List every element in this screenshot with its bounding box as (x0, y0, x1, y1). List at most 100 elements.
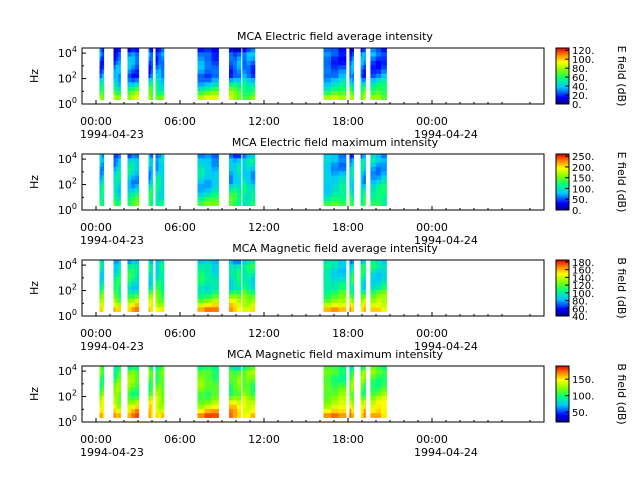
spectrogram-cell (161, 387, 165, 393)
spectrogram-cell (362, 73, 365, 79)
spectrogram-cell (338, 65, 347, 70)
spectrogram-cell (131, 387, 136, 393)
spectrogram-cell (250, 268, 256, 274)
spectrogram-cell (236, 175, 242, 181)
spectrogram-cell (352, 281, 354, 287)
x-tick-label: 00:00 (416, 433, 448, 446)
spectrogram-cell (118, 285, 121, 291)
spectrogram-cell (131, 188, 136, 194)
spectrogram-cell (149, 281, 152, 287)
spectrogram-cell (349, 184, 352, 189)
spectrogram-cell (151, 396, 154, 401)
spectrogram-cell (211, 294, 219, 300)
spectrogram-cell (360, 264, 363, 269)
spectrogram-cell (352, 302, 354, 308)
spectrogram-cell (118, 400, 121, 406)
spectrogram-cell (330, 65, 339, 70)
spectrogram-cell (211, 366, 219, 371)
spectrogram-cell (362, 260, 365, 265)
spectrogram-cell (370, 391, 377, 397)
spectrogram-cell (118, 302, 121, 308)
spectrogram-cell (211, 404, 219, 410)
spectrogram-cell (149, 285, 152, 291)
data-interval (370, 154, 387, 206)
spectrogram-cell (232, 370, 238, 375)
colorbar (555, 47, 570, 105)
spectrogram-cell (229, 302, 234, 308)
spectrogram-cell (362, 171, 365, 176)
spectrogram-cell (113, 370, 117, 375)
spectrogram-cell (211, 171, 219, 176)
spectrogram-cell (149, 302, 152, 308)
spectrogram-cell (102, 396, 105, 401)
spectrogram-cell (161, 281, 165, 287)
spectrogram-cell (131, 408, 136, 414)
spectrogram-cell (131, 52, 136, 57)
spectrogram-cell (232, 404, 238, 410)
x-tick-label: 00:00 (416, 221, 448, 234)
spectrogram-cell (232, 272, 238, 278)
spectrogram-cell (370, 192, 377, 198)
colorbar-tick-label: 100. (572, 184, 594, 195)
spectrogram-cell (246, 290, 252, 295)
x-tick-label: 00:00 (80, 221, 112, 234)
spectrogram-cell (349, 60, 352, 66)
spectrogram-cell (100, 179, 103, 185)
spectrogram-cell (155, 95, 159, 100)
spectrogram-cell (118, 277, 121, 282)
spectrogram-cell (102, 413, 105, 418)
spectrogram-cell (161, 298, 165, 304)
spectrogram-cell (349, 281, 352, 287)
spectrogram-cell (232, 298, 238, 304)
spectrogram-cell (151, 400, 154, 406)
spectrogram-cell (100, 272, 103, 278)
spectrogram-cell (381, 184, 387, 189)
spectrogram-cell (99, 370, 102, 375)
spectrogram-cell (100, 408, 103, 414)
spectrogram-cell (134, 264, 140, 269)
spectrogram-cell (330, 73, 339, 79)
spectrogram-cell (236, 298, 242, 304)
spectrogram-cell (148, 370, 151, 375)
spectrogram-cell (158, 378, 162, 384)
spectrogram-cell (229, 95, 234, 100)
spectrogram-cell (134, 260, 140, 265)
spectrogram-cell (370, 285, 377, 291)
spectrogram-cell (99, 298, 102, 304)
spectrogram-cell (197, 387, 205, 393)
spectrogram-cell (232, 192, 238, 198)
spectrogram-cell (148, 60, 151, 66)
spectrogram-cell (197, 404, 205, 410)
spectrogram-cell (148, 302, 151, 308)
spectrogram-cell (323, 175, 332, 181)
spectrogram-cell (381, 192, 387, 198)
spectrogram-cell (242, 307, 247, 312)
spectrogram-cell (363, 69, 366, 75)
spectrogram-cell (338, 383, 347, 388)
spectrogram-cell (115, 158, 119, 163)
spectrogram-cell (99, 95, 102, 100)
spectrogram-cell (118, 154, 121, 159)
spectrogram-cell (148, 383, 151, 388)
x-tick-label: 18:00 (332, 115, 364, 128)
spectrogram-cell (360, 175, 363, 181)
spectrogram-cell (349, 166, 352, 172)
spectrogram-cell (338, 408, 347, 414)
spectrogram-cell (134, 290, 140, 295)
spectrogram-cell (375, 366, 382, 371)
spectrogram-cell (118, 201, 121, 206)
spectrogram-cell (197, 196, 205, 202)
spectrogram-cell (232, 90, 238, 96)
spectrogram-cell (242, 294, 247, 300)
spectrogram-cell (352, 285, 354, 291)
spectrogram-cell (127, 272, 132, 278)
y-tick-label: 100 (58, 96, 77, 111)
spectrogram-cell (127, 281, 132, 287)
spectrogram-cell (370, 60, 377, 66)
spectrogram-cell (349, 285, 352, 291)
spectrogram-cell (204, 307, 212, 312)
spectrogram-cell (102, 90, 105, 96)
spectrogram-cell (350, 272, 353, 278)
spectrogram-cell (115, 408, 119, 414)
spectrogram-cell (330, 166, 339, 172)
